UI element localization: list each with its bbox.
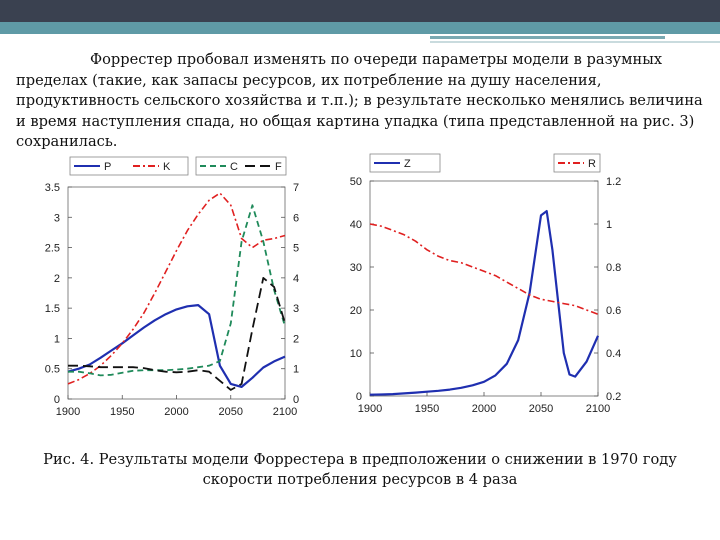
y-right-tick-label: 5 (293, 243, 299, 255)
y-right-tick-label: 2 (293, 333, 299, 345)
y-left-tick-label: 50 (350, 176, 362, 188)
y-left-tick-label: 1 (54, 333, 60, 345)
series-line-F (68, 276, 286, 391)
x-tick-label: 1950 (415, 403, 439, 415)
x-tick-label: 2050 (529, 403, 553, 415)
y-left-tick-label: 3.5 (45, 182, 60, 194)
legend-label-C: C (230, 161, 238, 173)
legend-label-F: F (275, 161, 282, 173)
slide-top-bar (0, 0, 720, 22)
series-line-K (67, 192, 286, 385)
y-left-tick-label: 0 (54, 394, 60, 406)
y-right-tick-label: 4 (293, 273, 299, 285)
x-tick-label: 1900 (358, 403, 382, 415)
y-left-tick-label: 1.5 (45, 303, 60, 315)
figure-caption: Рис. 4. Результаты модели Форрестера в п… (40, 450, 680, 490)
legend-label-P: P (104, 161, 111, 173)
caption-line-2: скорости потребления ресурсов в 4 раза (202, 471, 518, 488)
slide-accent-bar (0, 22, 720, 34)
intro-paragraph: Форрестер пробовал изменять по очереди п… (16, 50, 706, 153)
y-left-tick-label: 30 (350, 262, 362, 274)
decor-line (430, 41, 720, 43)
x-tick-label: 1900 (56, 406, 80, 418)
y-right-tick-label: 0.6 (606, 305, 621, 317)
legend-label-R: R (588, 158, 596, 170)
legend-box (69, 156, 189, 176)
y-right-tick-label: 0.2 (606, 391, 621, 403)
x-tick-label: 2050 (219, 406, 243, 418)
y-right-tick-label: 0 (293, 394, 299, 406)
legend-label-K: K (163, 161, 171, 173)
y-left-tick-label: 10 (350, 348, 362, 360)
x-tick-label: 2000 (164, 406, 188, 418)
y-right-tick-label: 0.8 (606, 262, 621, 274)
y-left-tick-label: 20 (350, 305, 362, 317)
intro-text: Форрестер пробовал изменять по очереди п… (16, 51, 703, 150)
y-left-tick-label: 3 (54, 212, 60, 224)
series-line-P (67, 304, 286, 388)
y-right-tick-label: 6 (293, 212, 299, 224)
decor-line (430, 36, 665, 39)
caption-line-1: Рис. 4. Результаты модели Форрестера в п… (43, 451, 677, 468)
y-left-tick-label: 40 (350, 219, 362, 231)
y-right-tick-label: 7 (293, 182, 299, 194)
x-tick-label: 1950 (110, 406, 134, 418)
series-line-C (68, 204, 286, 377)
y-left-tick-label: 2 (54, 273, 60, 285)
chart-1: 1900 1950 2000 2050 210000.511.522.533.50123… (45, 156, 299, 418)
chart-2: 1900 1950 2000 2050 2100 0 10 20 30 40 50 0.2 0.4 0.6… (350, 153, 621, 415)
y-right-tick-label: 3 (293, 303, 299, 315)
plot-frame (369, 180, 599, 397)
y-right-tick-label: 1 (293, 364, 299, 376)
y-left-tick-label: 2.5 (45, 243, 60, 255)
series-line-R (369, 223, 599, 316)
x-tick-label: 2100 (586, 403, 610, 415)
legend-box (195, 156, 287, 176)
x-tick-label: 2000 (472, 403, 496, 415)
series-line-Z (369, 210, 600, 396)
x-tick-label: 2100 (273, 406, 297, 418)
y-left-tick-label: 0 (356, 391, 362, 403)
y-left-tick-label: 0.5 (45, 364, 60, 376)
y-right-tick-label: 0.4 (606, 348, 621, 360)
legend-box (369, 153, 441, 173)
legend-label-Z: Z (404, 158, 411, 170)
y-right-tick-label: 1 (606, 219, 612, 231)
y-right-tick-label: 1.2 (606, 176, 621, 188)
